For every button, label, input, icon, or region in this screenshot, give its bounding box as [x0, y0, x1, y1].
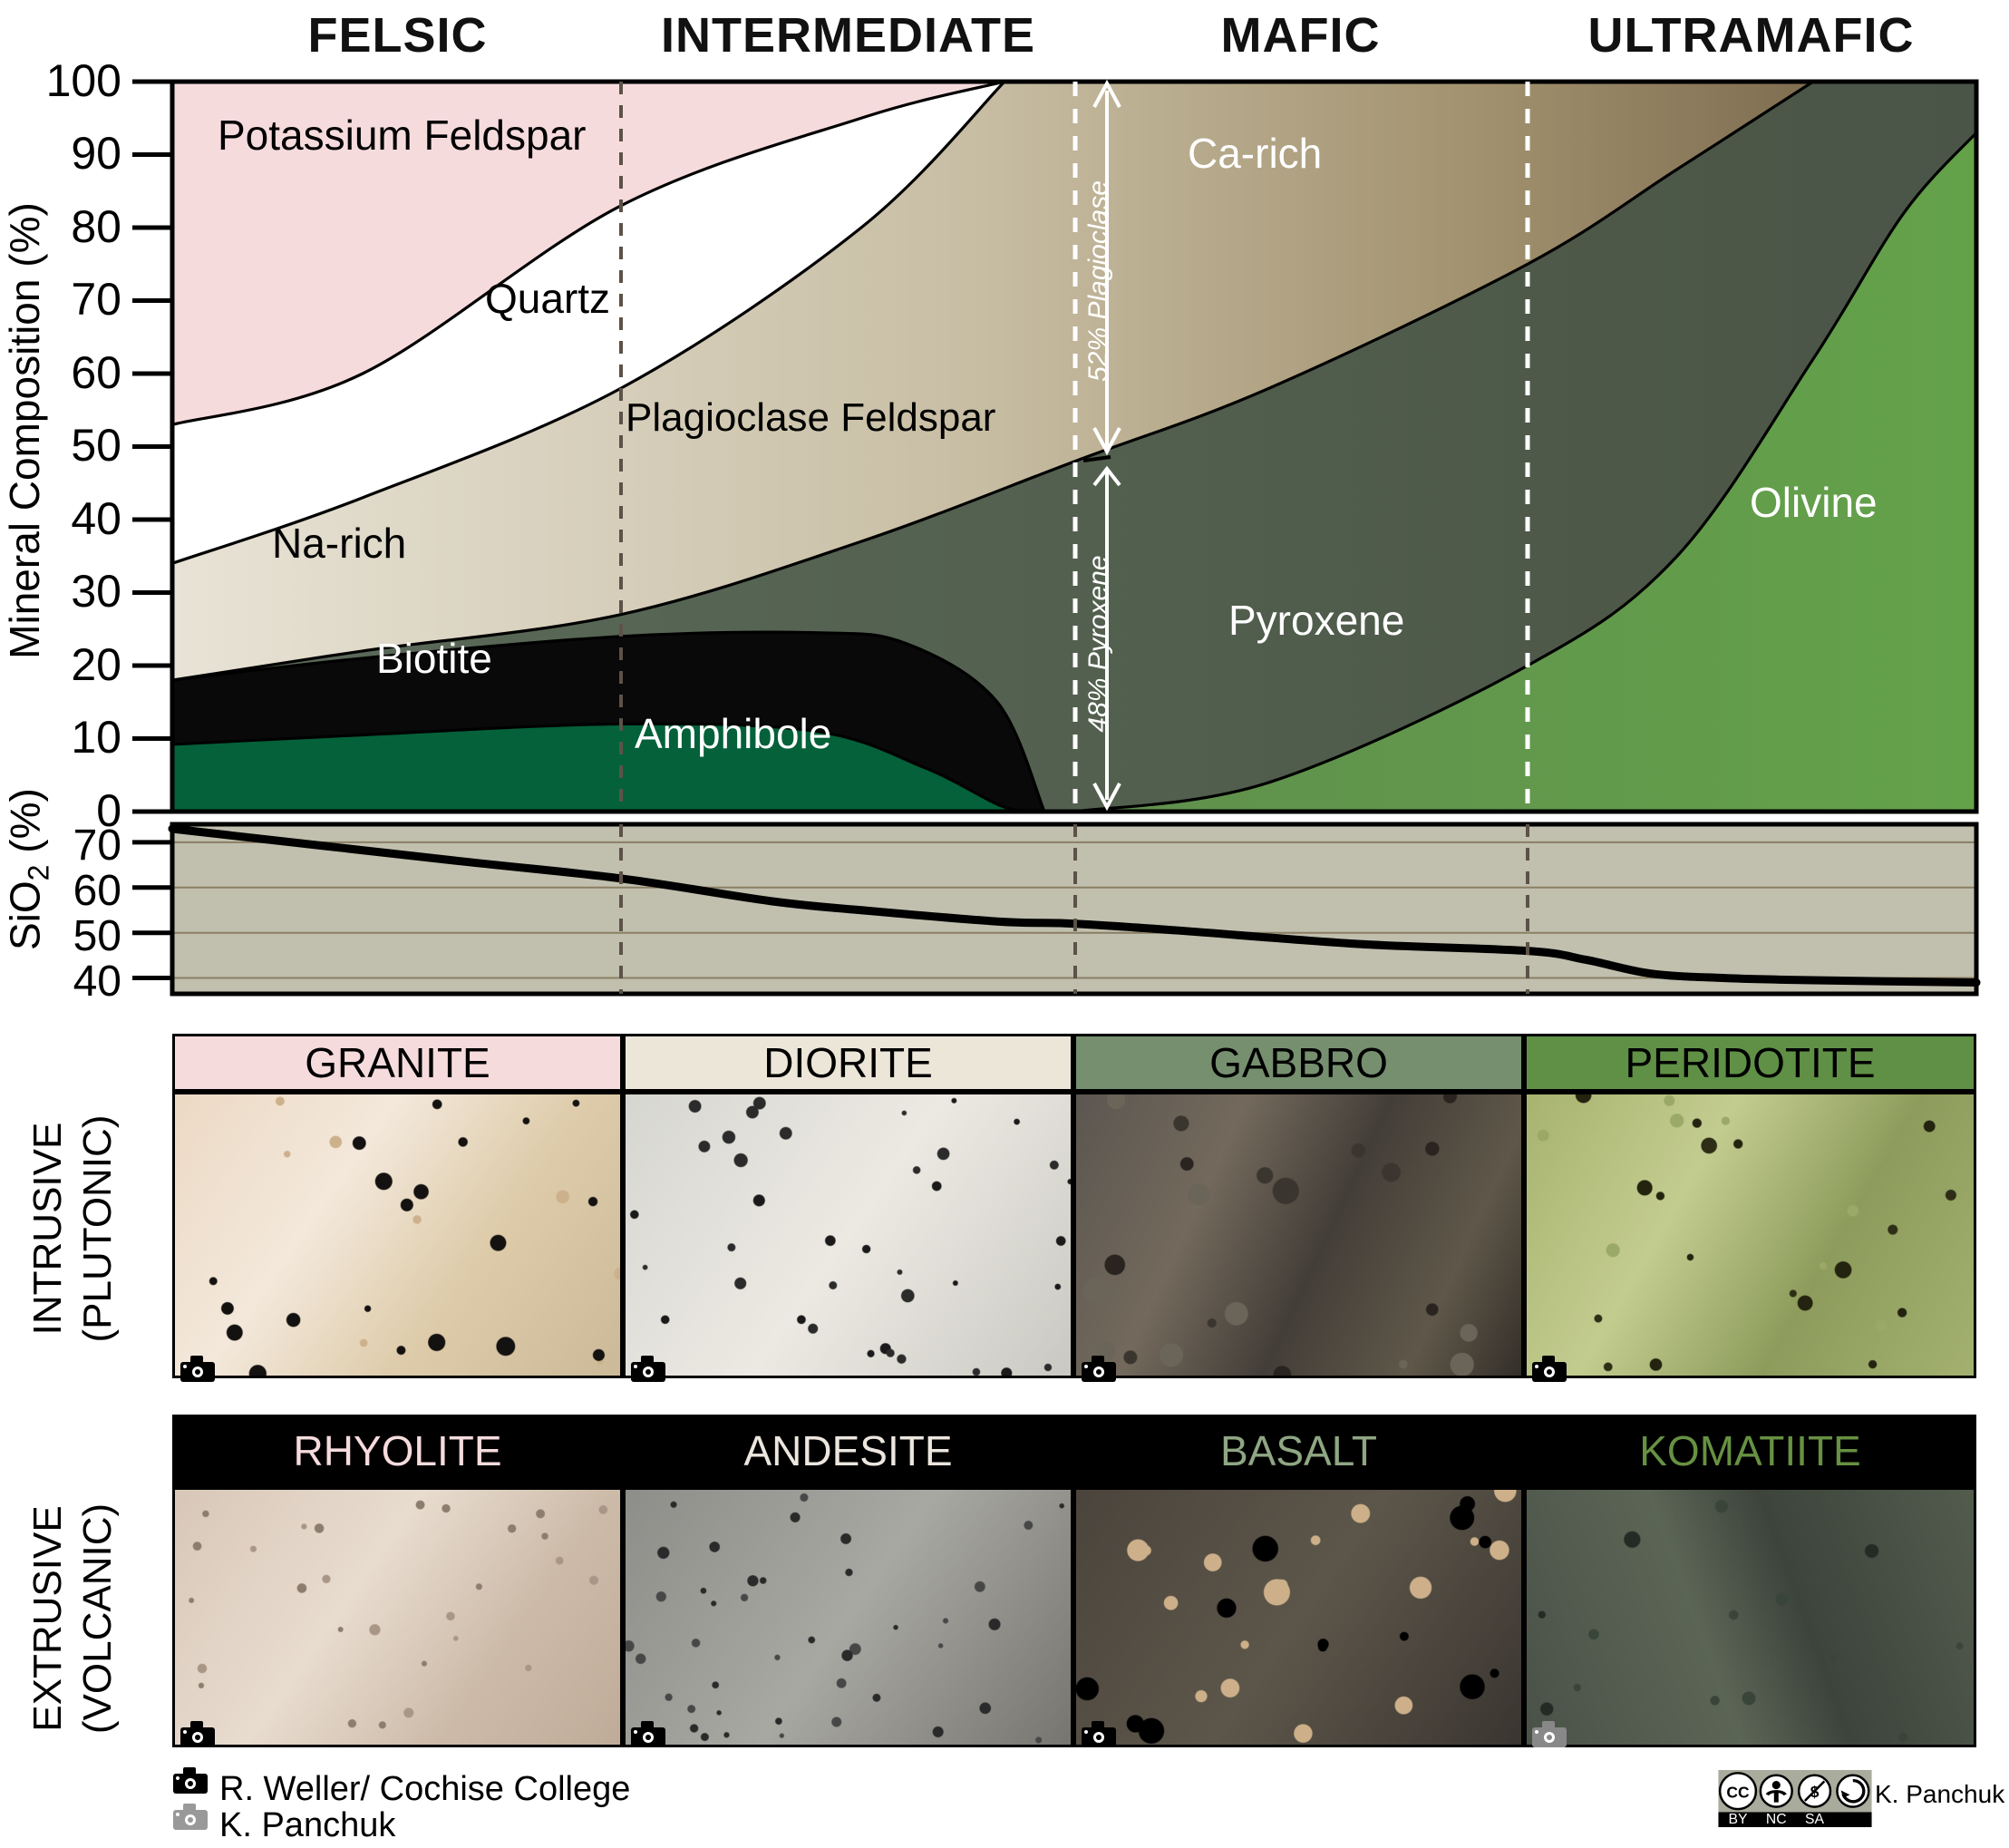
svg-text:BY: BY: [1728, 1812, 1748, 1827]
svg-text:SA: SA: [1805, 1812, 1825, 1827]
svg-text:CC: CC: [1726, 1784, 1750, 1802]
svg-text:NC: NC: [1766, 1812, 1787, 1827]
svg-text:$: $: [1810, 1783, 1820, 1801]
